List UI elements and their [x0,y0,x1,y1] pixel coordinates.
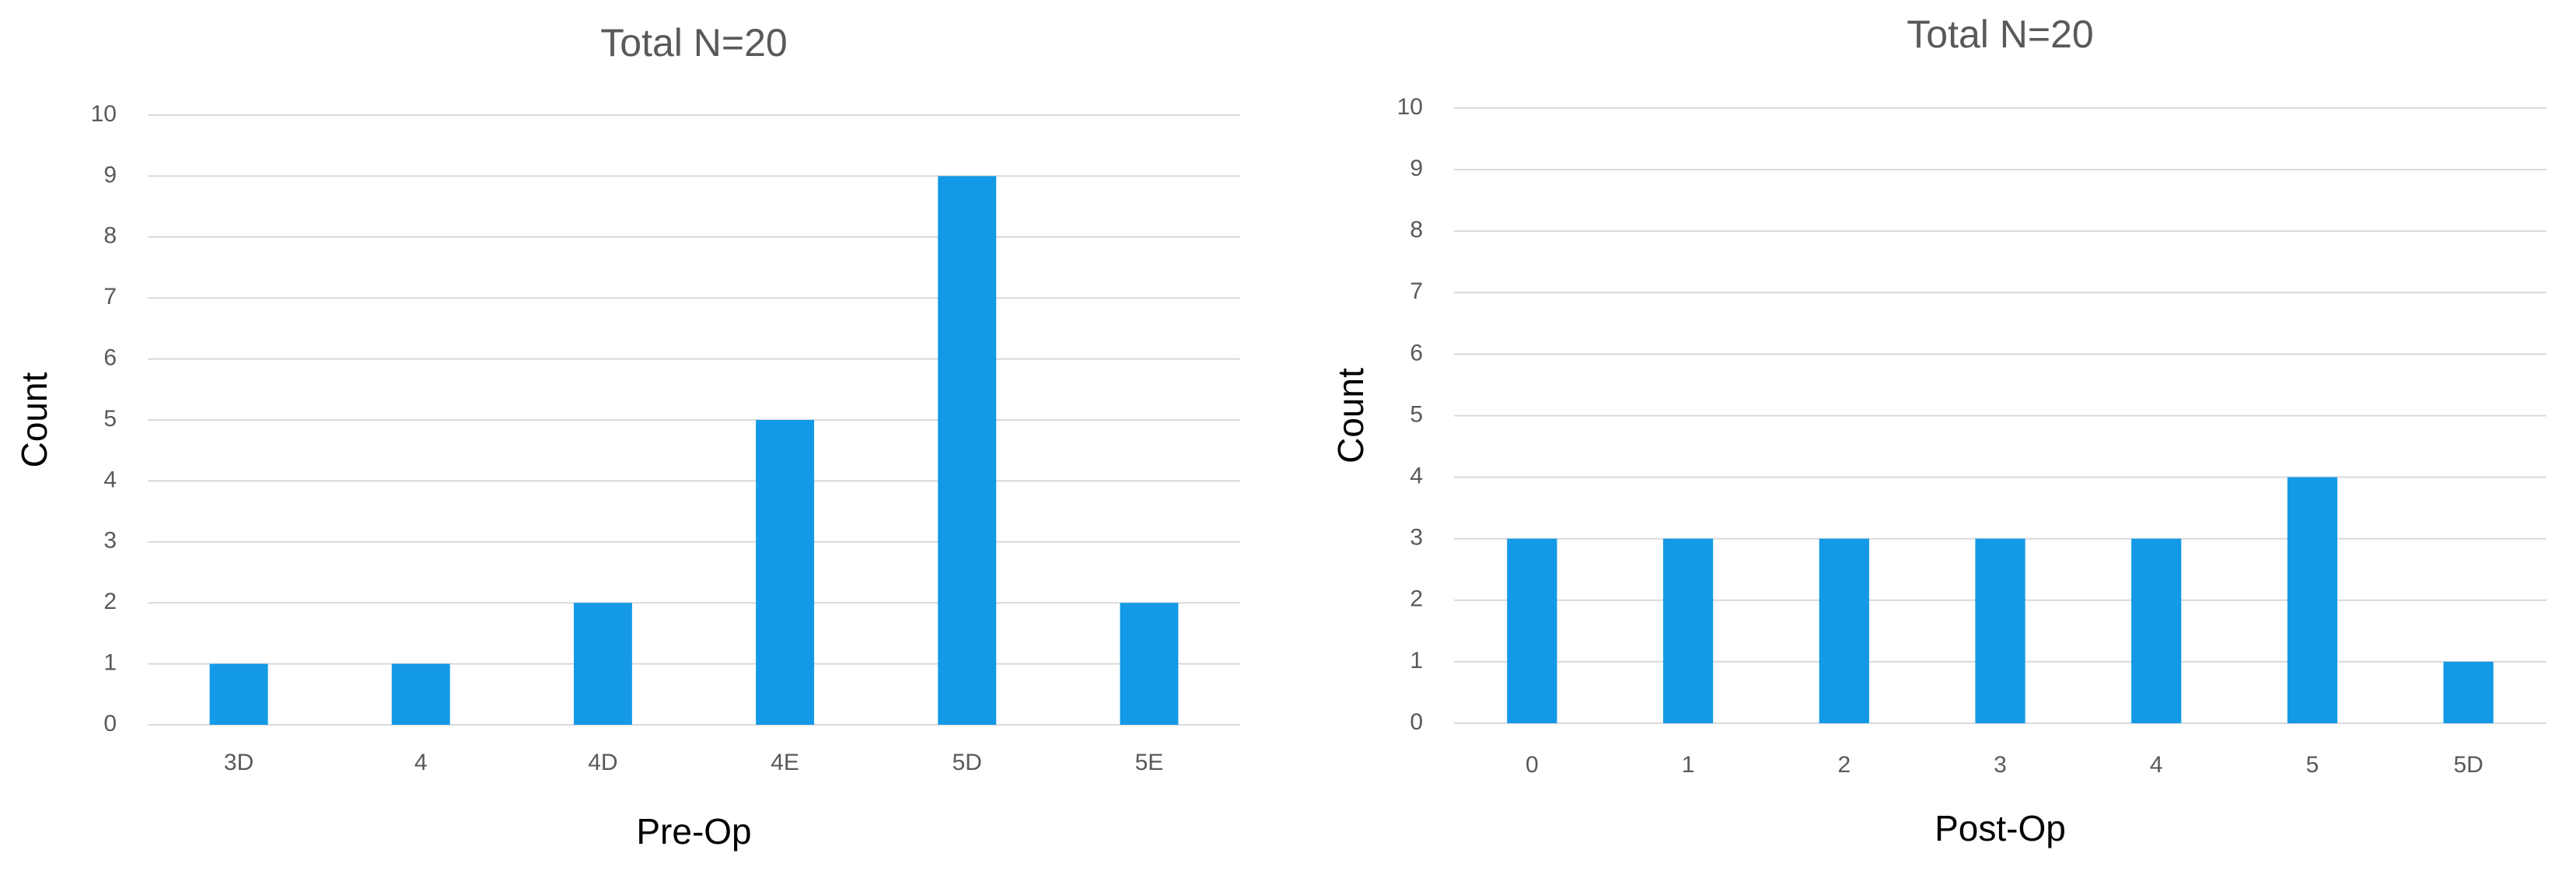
y-tick-label: 1 [103,650,117,676]
y-tick-label: 7 [1410,278,1423,304]
x-tick-label: 2 [1837,752,1851,778]
bar [1662,538,1714,723]
x-tick-label: 4E [771,750,799,775]
y-tick-label: 6 [1410,340,1423,366]
chart-title: Total N=20 [600,21,787,65]
y-tick-label: 9 [1410,156,1423,181]
x-tick-label: 4 [414,750,428,775]
x-tick-label: 5D [2453,752,2483,778]
y-tick-label: 7 [103,284,117,310]
y-tick-label: 5 [1410,401,1423,427]
x-tick-label: 1 [1682,752,1695,778]
x-tick-label: 4 [2150,752,2163,778]
bar [938,176,997,725]
chart-title: Total N=20 [1907,12,2093,56]
bar [1507,538,1557,723]
x-tick-label: 3D [224,750,253,775]
bar [573,603,632,725]
bar [2443,661,2494,723]
y-tick-label: 3 [103,528,117,554]
bar [391,663,450,725]
y-tick-label: 9 [103,162,117,187]
y-tick-label: 2 [1410,586,1423,612]
bar [1975,538,2025,723]
y-axis-title: Count [14,372,54,467]
x-axis-title: Post-Op [1935,808,2066,848]
bar [2131,538,2182,723]
y-tick-label: 1 [1410,648,1423,673]
x-tick-label: 5 [2306,752,2319,778]
y-tick-label: 8 [1410,217,1423,243]
y-tick-label: 3 [1410,525,1423,551]
x-axis-title: Pre-Op [636,811,751,852]
bar [1819,538,1869,723]
y-tick-label: 10 [1397,94,1423,120]
y-tick-label: 4 [1410,463,1423,489]
y-axis-title: Count [1330,368,1371,463]
x-tick-label: 3 [1994,752,2007,778]
y-tick-label: 5 [103,406,117,432]
y-tick-label: 4 [103,467,117,492]
y-tick-label: 10 [91,101,117,127]
x-tick-label: 5D [952,750,982,775]
y-tick-label: 8 [103,223,117,249]
bar [209,663,268,725]
y-tick-label: 6 [103,345,117,371]
x-tick-label: 5E [1135,750,1164,775]
y-tick-label: 0 [103,711,117,736]
bar [2287,477,2338,723]
y-tick-label: 2 [103,589,117,614]
x-tick-label: 0 [1526,752,1539,778]
x-tick-label: 4D [588,750,617,775]
y-tick-label: 0 [1410,709,1423,735]
bar [756,420,815,725]
bar [1120,603,1179,725]
